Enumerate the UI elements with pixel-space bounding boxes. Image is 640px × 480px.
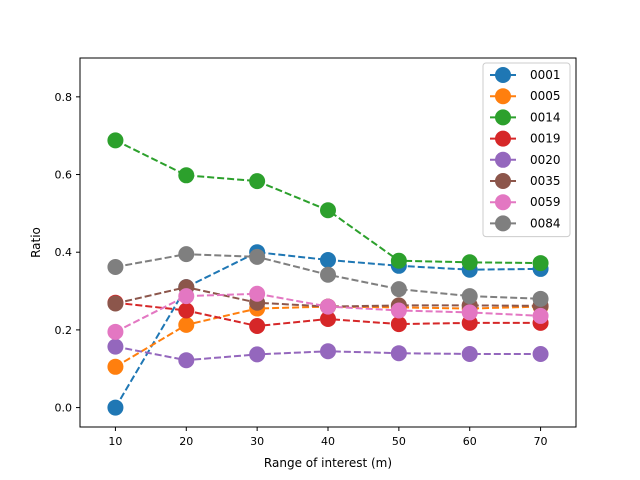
legend-swatch-marker xyxy=(495,109,511,126)
legend-label: 0005 xyxy=(530,89,561,103)
legend-swatch-marker xyxy=(495,130,511,147)
legend-swatch-marker xyxy=(495,194,511,211)
data-point xyxy=(390,302,407,319)
data-point xyxy=(249,318,266,335)
data-point xyxy=(178,352,195,369)
legend-entry: 0001 xyxy=(490,67,561,83)
x-tick-label: 20 xyxy=(179,435,193,448)
data-point xyxy=(249,173,266,190)
y-axis-label: Ratio xyxy=(29,227,43,258)
x-tick-label: 10 xyxy=(108,435,122,448)
data-point xyxy=(178,288,195,305)
legend-label: 0001 xyxy=(530,68,561,82)
legend-entry: 0014 xyxy=(490,109,561,126)
legend-box xyxy=(482,62,571,238)
y-tick-label: 0.8 xyxy=(55,91,73,104)
data-point xyxy=(461,304,478,321)
data-point xyxy=(249,346,266,363)
data-point xyxy=(390,345,407,362)
legend-label: 0035 xyxy=(530,174,561,188)
data-point xyxy=(320,251,336,268)
legend-swatch-marker xyxy=(495,151,511,168)
data-point xyxy=(107,358,124,375)
series-0014 xyxy=(107,132,549,272)
legend-swatch-marker xyxy=(495,67,511,83)
x-tick-label: 40 xyxy=(321,435,335,448)
legend-entry: 0020 xyxy=(490,151,561,168)
series-0059 xyxy=(107,285,549,340)
legend-label: 0014 xyxy=(530,110,561,124)
series-0084 xyxy=(107,246,549,307)
data-point xyxy=(249,285,266,302)
data-point xyxy=(532,290,549,307)
y-tick-label: 0.0 xyxy=(55,402,73,415)
data-point xyxy=(461,288,478,305)
x-tick-label: 70 xyxy=(534,435,548,448)
data-point xyxy=(461,254,478,271)
data-point xyxy=(320,311,336,328)
legend-entry: 0035 xyxy=(490,173,561,189)
data-point xyxy=(390,252,407,269)
series-0020 xyxy=(107,338,549,369)
data-point xyxy=(107,338,124,355)
legend: 0001 0005 0014 0019 0020 0035 0059 0084 xyxy=(482,62,571,238)
data-point xyxy=(461,345,478,362)
data-point xyxy=(320,298,336,315)
x-axis-label: Range of interest (m) xyxy=(264,456,392,470)
legend-entry: 0084 xyxy=(490,215,561,232)
y-tick-label: 0.6 xyxy=(55,169,73,182)
legend-entry: 0005 xyxy=(490,88,561,105)
data-point xyxy=(107,399,124,416)
data-point xyxy=(532,307,549,324)
legend-label: 0020 xyxy=(530,153,561,167)
data-point xyxy=(532,255,549,272)
data-point xyxy=(178,302,195,319)
data-point xyxy=(107,132,124,149)
data-point xyxy=(178,316,195,333)
legend-label: 0059 xyxy=(530,195,561,209)
series-layer xyxy=(107,132,549,416)
data-point xyxy=(532,345,549,362)
data-point xyxy=(107,258,124,275)
data-point xyxy=(320,202,336,219)
x-axis-ticks: 10 20 30 40 50 60 70 xyxy=(108,427,548,448)
legend-label: 0084 xyxy=(530,216,561,230)
data-point xyxy=(320,343,336,360)
data-point xyxy=(107,323,124,340)
legend-swatch-marker xyxy=(495,173,511,189)
legend-swatch-marker xyxy=(495,215,511,232)
x-tick-label: 60 xyxy=(463,435,477,448)
y-tick-label: 0.2 xyxy=(55,324,73,337)
legend-label: 0019 xyxy=(530,132,561,146)
legend-swatch-marker xyxy=(495,88,511,105)
data-point xyxy=(390,316,407,333)
legend-entry: 0059 xyxy=(490,194,561,211)
y-axis-ticks: 0.0 0.2 0.4 0.6 0.8 xyxy=(55,91,80,415)
x-tick-label: 50 xyxy=(392,435,406,448)
data-point xyxy=(249,248,266,265)
data-point xyxy=(390,281,407,298)
data-point xyxy=(178,246,195,263)
data-point xyxy=(178,167,195,184)
data-point xyxy=(107,295,124,312)
legend-entry: 0019 xyxy=(490,130,561,147)
data-point xyxy=(320,266,336,283)
y-tick-label: 0.4 xyxy=(55,246,73,259)
x-tick-label: 30 xyxy=(250,435,264,448)
